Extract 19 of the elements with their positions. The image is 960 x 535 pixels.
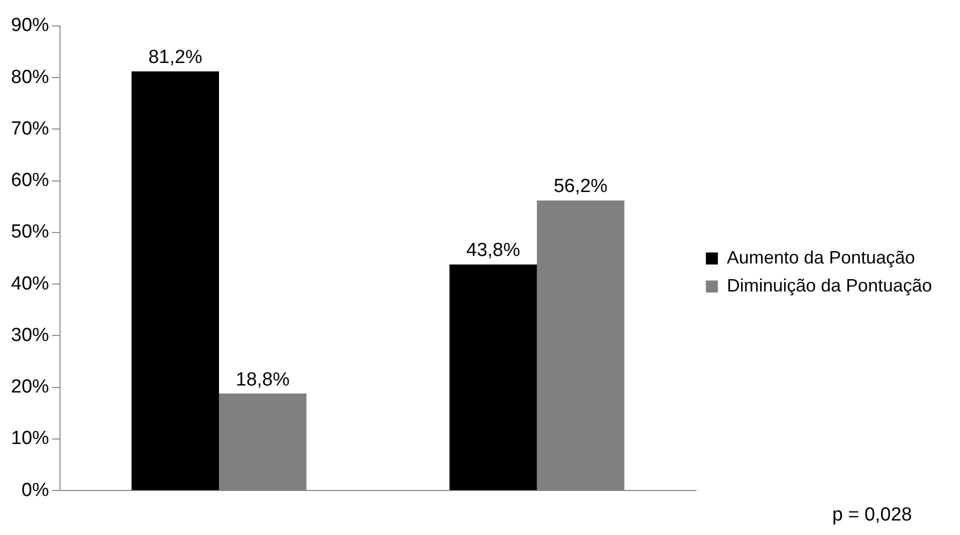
bar [449, 264, 537, 490]
y-tick-label: 90% [10, 15, 50, 36]
legend-label: Aumento da Pontuação [726, 247, 916, 268]
y-tick-label: 20% [10, 376, 50, 398]
data-label: 56,2% [554, 176, 608, 198]
y-tick-label: 80% [10, 66, 50, 88]
data-label: 81,2% [148, 47, 202, 68]
text: p = 0,028 [832, 504, 912, 526]
legend-label: Diminuição da Pontuação [726, 275, 932, 296]
data-label: 43,8% [466, 240, 520, 262]
y-tick-label: 30% [10, 324, 50, 346]
y-tick-label: 10% [10, 428, 50, 450]
y-tick-label: 0% [22, 480, 50, 501]
y-tick-label: 40% [10, 273, 50, 294]
y-tick-label: 70% [10, 118, 50, 140]
data-label: 18,8% [236, 369, 290, 390]
y-tick-label: 60% [10, 170, 50, 192]
bar [132, 71, 219, 490]
y-tick-label: 50% [10, 222, 50, 243]
